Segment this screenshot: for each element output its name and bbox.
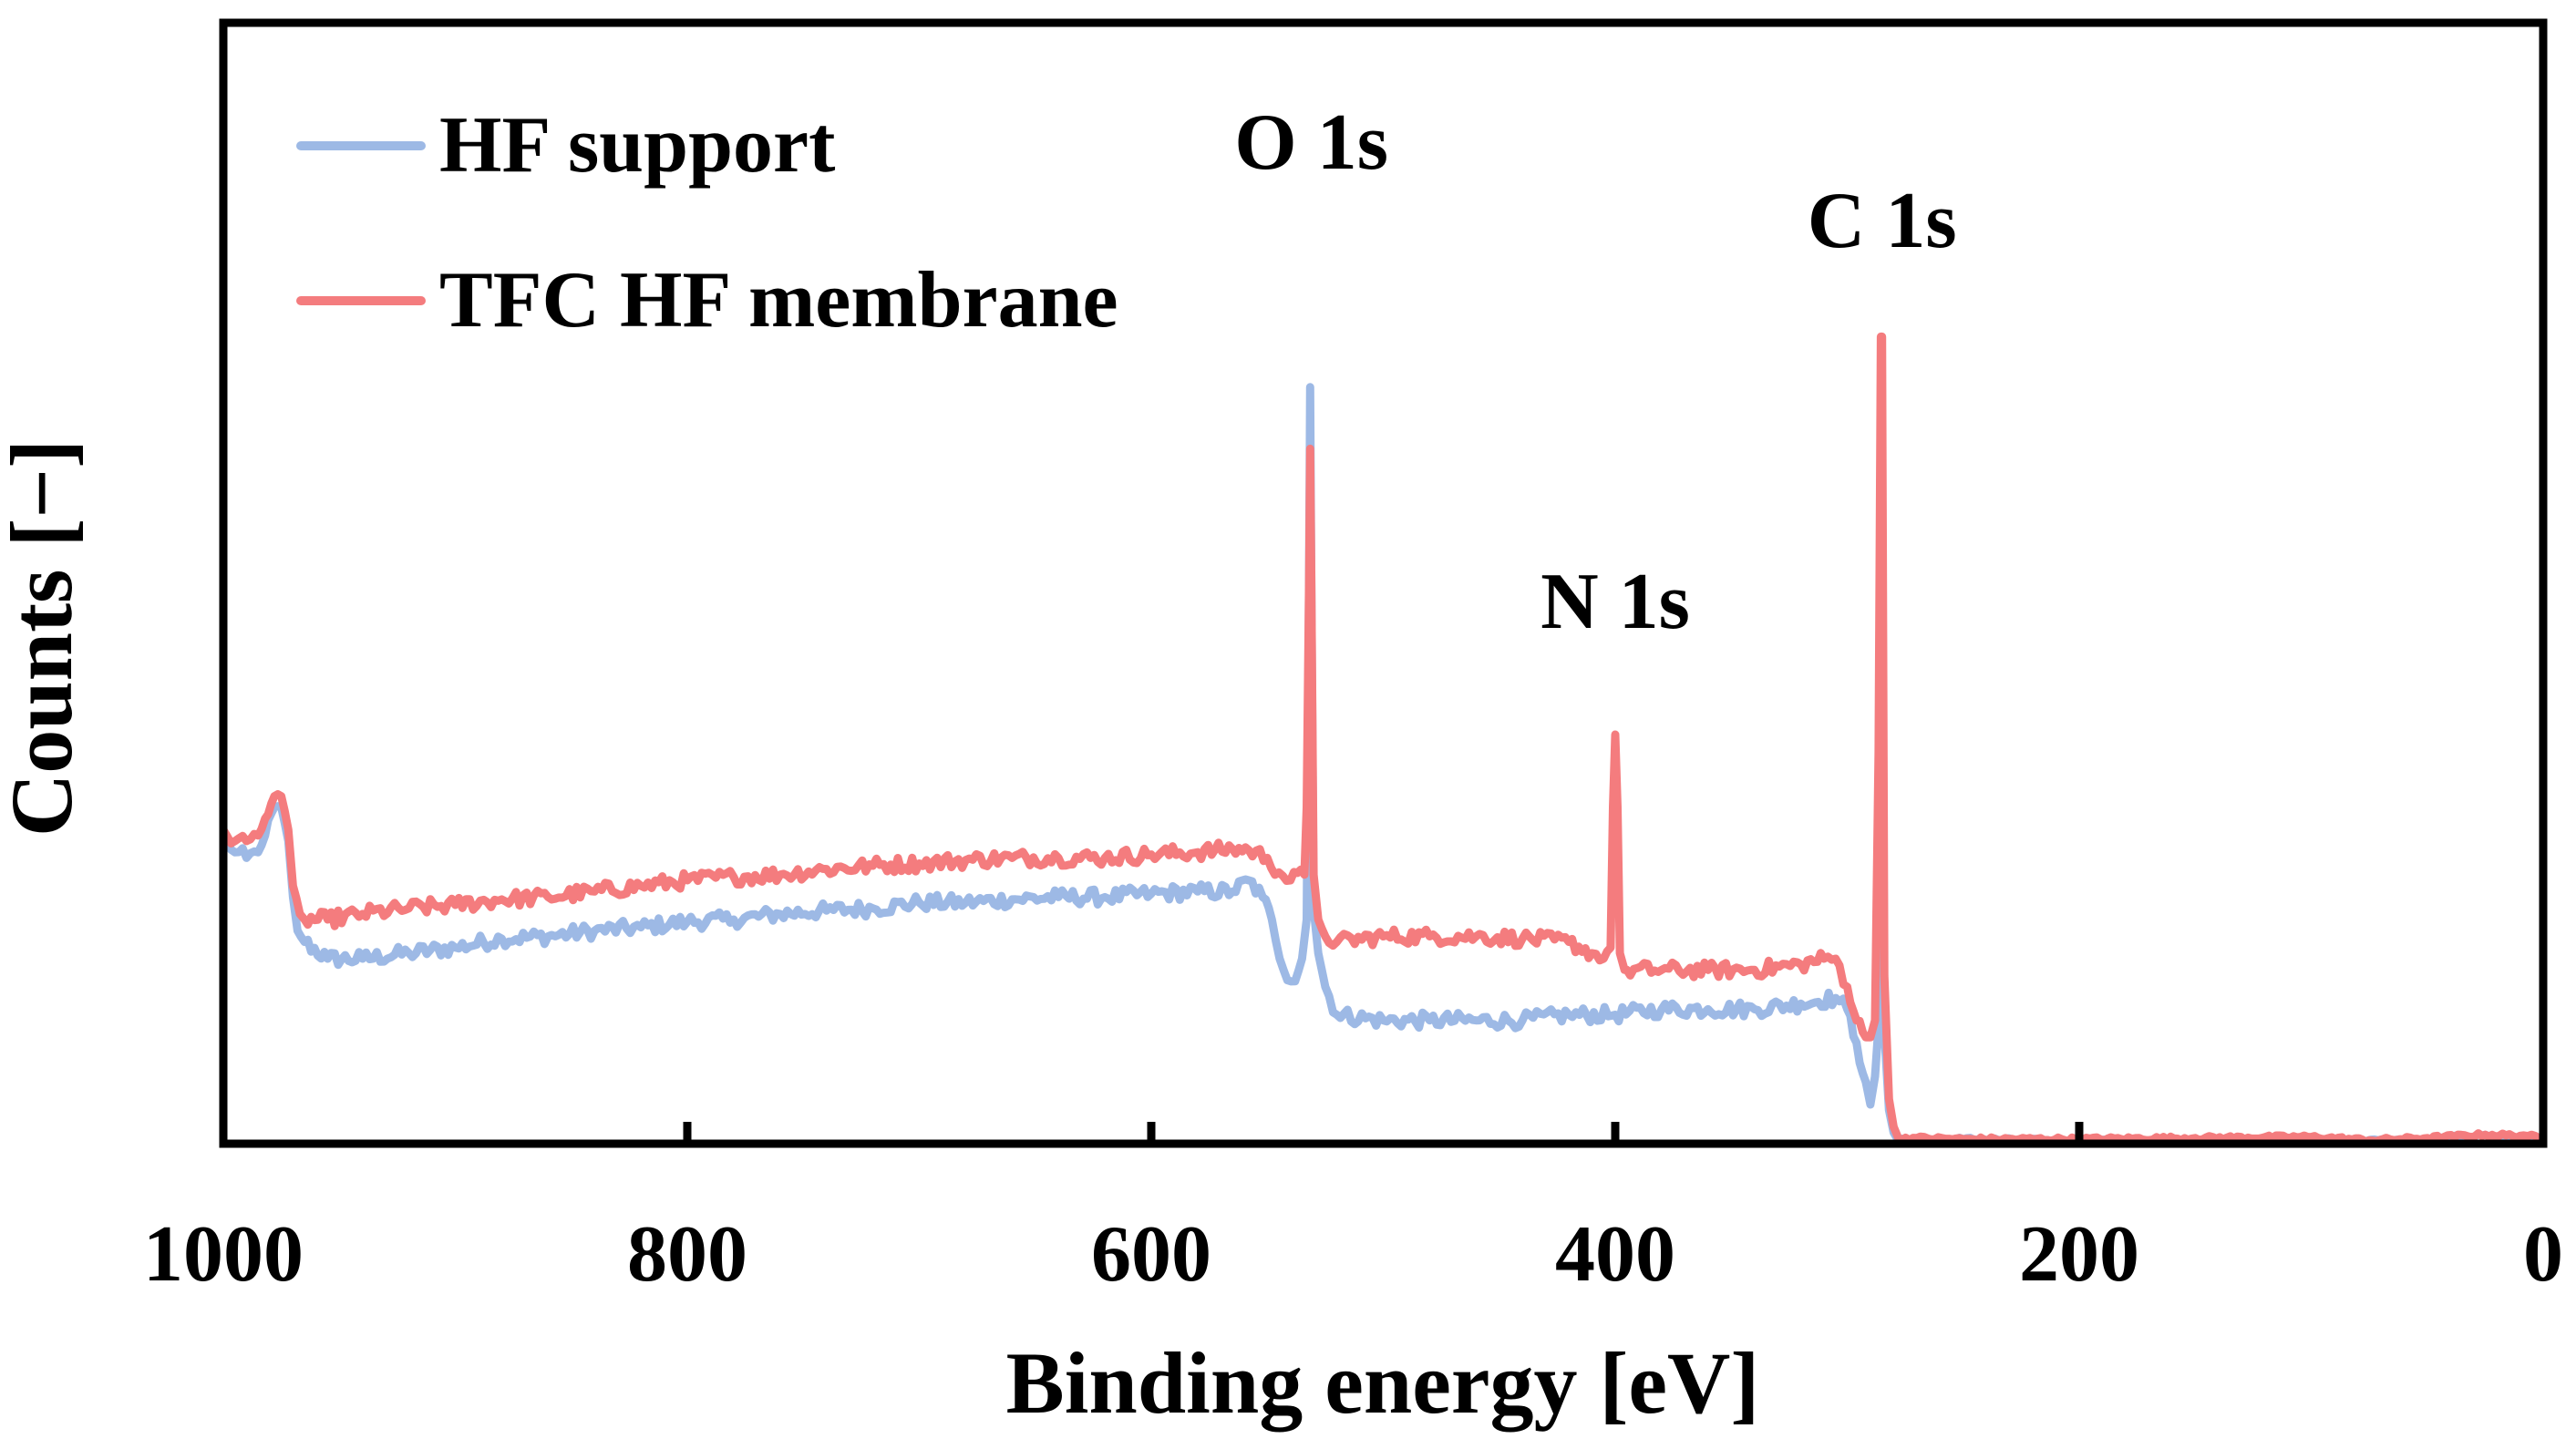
x-tick-label-600: 600 [1091,1210,1211,1299]
legend-label-hf-support: HF support [439,101,835,190]
x-tick-label-0: 0 [2523,1210,2563,1299]
series-line-tfc-hf-membrane [219,332,2548,1148]
x-tick-label-200: 200 [2019,1210,2139,1299]
peak-annotations: O 1s N 1s C 1s [1234,98,1956,646]
annotation-n-1s: N 1s [1540,558,1690,646]
series-line-hf-support [219,383,2548,1148]
legend-label-tfc-hf-membrane: TFC HF membrane [439,256,1118,344]
legend: HF support TFC HF membrane [296,101,1118,344]
plot-frame [219,18,2548,1148]
x-tick-label-400: 400 [1555,1210,1675,1299]
x-axis-tick-labels: 1000 800 600 400 200 0 [143,1210,2563,1299]
x-axis-ticks [219,1122,2548,1144]
annotation-o-1s: O 1s [1234,98,1388,187]
annotation-c-1s: C 1s [1808,177,1957,265]
y-axis-label: Counts [−] [0,439,90,837]
x-tick-label-1000: 1000 [143,1210,304,1299]
series-layer [219,332,2548,1148]
x-axis-label: Binding energy [eV] [1006,1334,1760,1432]
x-tick-label-800: 800 [627,1210,747,1299]
